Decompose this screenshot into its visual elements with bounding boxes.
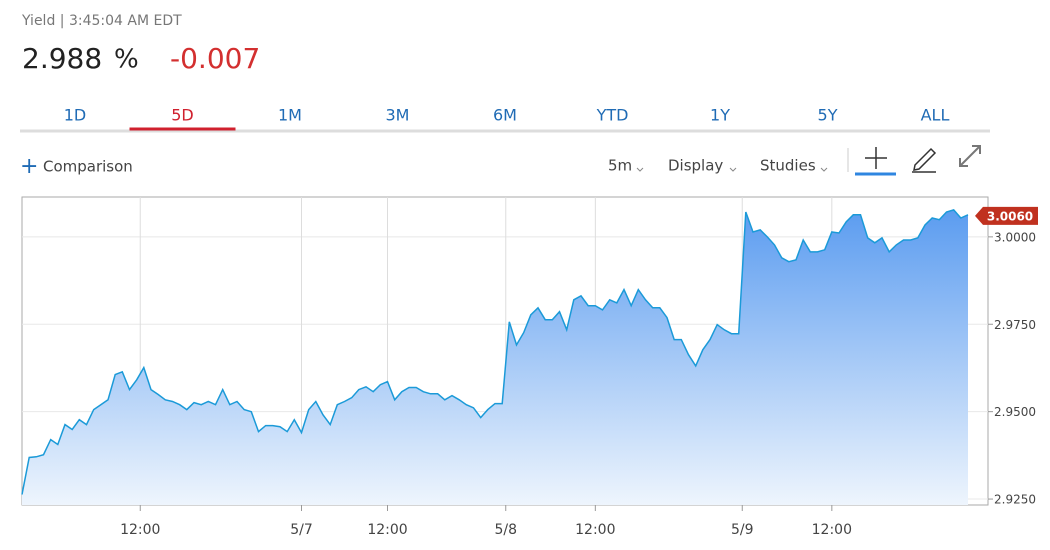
y-tick-label: 3.0000 bbox=[994, 230, 1036, 244]
x-tick-label: 12:00 bbox=[575, 522, 615, 538]
interval-button[interactable]: 5m bbox=[608, 157, 632, 175]
tab[interactable]: YTD bbox=[596, 106, 629, 125]
comparison-button[interactable]: Comparison bbox=[43, 158, 133, 176]
x-tick-label: 12:00 bbox=[812, 522, 852, 538]
x-tick-label: 5/8 bbox=[494, 522, 517, 538]
chevron bbox=[636, 167, 644, 172]
y-tick-label: 2.9250 bbox=[994, 493, 1036, 507]
draw-tool[interactable] bbox=[912, 147, 937, 173]
tabs: 1D 5D 1M 3M 6M YTD 1Y 5Y ALL bbox=[64, 106, 950, 131]
last-value-marker bbox=[975, 206, 1038, 225]
tab[interactable]: 1M bbox=[278, 106, 302, 125]
tab[interactable]: 6M bbox=[493, 106, 517, 125]
tab[interactable]: ALL bbox=[921, 106, 950, 125]
line bbox=[21, 209, 969, 495]
plot: 2.9250 2.9500 2.9750 3.0000 12:00 5/7 12:00 5/8… bbox=[21, 197, 1038, 538]
chevron bbox=[820, 167, 828, 172]
quote-unit: % bbox=[114, 45, 139, 75]
tab[interactable]: 1Y bbox=[710, 106, 730, 125]
chevron bbox=[729, 167, 737, 172]
display-button[interactable]: Display bbox=[668, 157, 723, 175]
tab[interactable]: 3M bbox=[386, 106, 410, 125]
tab[interactable]: 1D bbox=[64, 106, 87, 125]
y-tick-label: 2.9500 bbox=[994, 405, 1036, 419]
x-tick-label: 5/7 bbox=[290, 522, 313, 538]
last-value-label: 3.0060 bbox=[987, 209, 1033, 223]
studies-button[interactable]: Studies bbox=[760, 157, 816, 175]
x-tick-label: 5/9 bbox=[731, 522, 754, 538]
x-tick-label: 12:00 bbox=[367, 522, 407, 538]
expand-tool[interactable] bbox=[959, 145, 981, 167]
y-tick-label: 2.9750 bbox=[994, 318, 1036, 332]
add-icon[interactable]: + bbox=[20, 154, 38, 179]
quote-change: -0.007 bbox=[170, 42, 260, 75]
crosshair-tool[interactable] bbox=[855, 147, 896, 176]
tab[interactable]: 5D bbox=[171, 106, 194, 125]
tab[interactable]: 5Y bbox=[818, 106, 838, 125]
quote-label: Yield | 3:45:04 AM EDT bbox=[21, 13, 182, 29]
quote-price: 2.988 bbox=[22, 42, 102, 75]
area bbox=[22, 209, 968, 505]
x-tick-label: 12:00 bbox=[120, 522, 160, 538]
